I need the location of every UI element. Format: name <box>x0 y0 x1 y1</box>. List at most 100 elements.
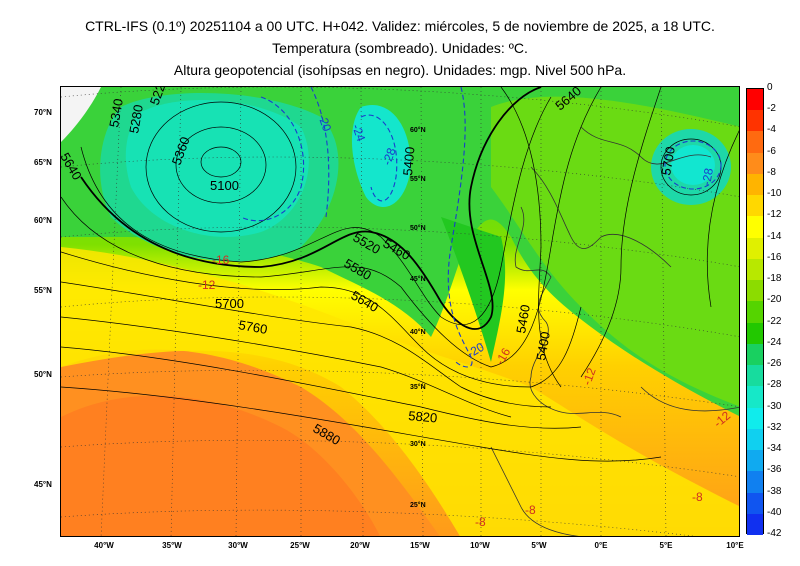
contour-label: 5640 <box>349 288 382 315</box>
contour-label: 5220 <box>147 86 171 107</box>
isohypse-5520-bold <box>80 87 542 330</box>
lat-label: 45°N <box>34 480 52 489</box>
colorbar-tick-label: -32 <box>767 421 782 433</box>
colorbar-band <box>747 471 763 494</box>
cold-core <box>125 100 309 237</box>
colorbar-tick-label: -42 <box>767 528 782 539</box>
isotherm-label: -12 <box>711 408 734 430</box>
colorbar-tick-label: -6 <box>767 145 776 157</box>
contour-label: 5360 <box>169 135 193 167</box>
inner-lat-label: 30°N <box>410 440 426 448</box>
colorbar-band <box>747 237 763 260</box>
lon-label: 30°W <box>228 541 248 550</box>
map-panel <box>60 86 740 537</box>
isotherm-label: -16 <box>492 345 513 367</box>
isotherm-label: -8 <box>475 515 486 529</box>
colorbar-band <box>747 450 763 472</box>
title-line-1: CTRL-IFS (0.1º) 20251104 a 00 UTC. H+042… <box>85 18 715 34</box>
colorbar-band <box>747 131 763 154</box>
contour-label: 5460 <box>381 236 414 263</box>
colorbar-band <box>747 428 763 451</box>
contour-label: 5520 <box>351 230 384 257</box>
isotherm-label: -20 <box>465 340 487 361</box>
title-line-3: Altura geopotencial (isohípsas en negro)… <box>173 62 627 78</box>
colorbar-band <box>747 492 763 515</box>
colorbar-band <box>747 89 763 111</box>
isotherm-label: -28 <box>699 167 716 187</box>
colorbar-band <box>747 152 763 175</box>
colorbar-tick-label: 0 <box>767 82 773 93</box>
contour-label: 5280 <box>126 103 146 134</box>
contour-label: 5700 <box>215 296 244 311</box>
colorbar-tick-label: -22 <box>767 315 782 327</box>
label-layer: 5100 5220 5280 5340 5360 5400 5460 5520 … <box>60 86 734 529</box>
contour-label: 5640 <box>60 150 85 183</box>
inner-lat-label: 60°N <box>410 126 426 134</box>
inner-lat-label: 40°N <box>410 328 426 336</box>
lon-label: 15°W <box>410 541 430 550</box>
graticule <box>61 87 739 536</box>
colorbar-tick-label: -12 <box>767 209 782 221</box>
colorbar-tick-label: -34 <box>767 443 782 455</box>
lon-label: 20°W <box>350 541 370 550</box>
isotherm-label: -20 <box>315 112 334 133</box>
colorbar-band <box>747 343 763 366</box>
isotherm-label: -16 <box>212 253 230 267</box>
colorbar-tick-label: -38 <box>767 485 782 497</box>
isotherm-label: -8 <box>525 503 536 517</box>
warm-core <box>61 395 380 536</box>
colorbar-tick-label: -20 <box>767 294 782 306</box>
isotherm-label: -8 <box>692 490 703 504</box>
colorbar-band <box>747 195 763 217</box>
isotherm-label: -12 <box>580 366 599 387</box>
lon-label: 5°W <box>531 541 547 550</box>
lon-label: 10°W <box>470 541 490 550</box>
lat-label: 50°N <box>34 370 52 379</box>
isohypses <box>61 87 739 462</box>
coastlines <box>490 126 739 536</box>
contour-label: 5460 <box>513 303 533 334</box>
temperature-isotherms <box>240 87 722 368</box>
colorbar <box>746 88 764 536</box>
contour-label: 5340 <box>106 97 126 128</box>
colorbar-tick-label: -28 <box>767 379 782 391</box>
inner-lat-label: 25°N <box>410 501 426 509</box>
inner-lat-label: 50°N <box>410 224 426 232</box>
inner-lat-label: 35°N <box>410 383 426 391</box>
trough-tongue <box>441 217 506 362</box>
lon-label: 10°E <box>726 541 744 550</box>
inner-lat-labels: 60°N 55°N 50°N 45°N 40°N 35°N 30°N 25°N <box>410 126 426 509</box>
contour-label: 5580 <box>342 256 375 283</box>
contour-label: 5820 <box>408 408 438 425</box>
lon-label: 40°W <box>94 541 114 550</box>
map-canvas <box>61 87 739 536</box>
contour-label: 5100 <box>210 178 239 193</box>
lat-label: 60°N <box>34 216 52 225</box>
colorbar-tick-label: -18 <box>767 273 782 285</box>
inner-lat-label: 45°N <box>410 275 426 283</box>
colorbar-band <box>747 280 763 302</box>
isotherm-label: -12 <box>198 278 216 292</box>
title-line-2: Temperatura (sombreado). Unidades: ºC. <box>272 40 528 56</box>
nodata-corner <box>61 87 101 142</box>
yellow-band <box>61 247 739 536</box>
contour-label: 5700 <box>658 145 678 176</box>
isotherm-label: -24 <box>349 122 368 143</box>
colorbar-tick-label: -36 <box>767 464 782 476</box>
colorbar-band <box>747 173 763 196</box>
contour-label: 5640 <box>552 86 584 113</box>
colorbar-band <box>747 407 763 430</box>
colorbar-band <box>747 258 763 281</box>
colorbar-tick-label: -10 <box>767 188 782 200</box>
lon-label: 0°E <box>594 541 608 550</box>
lat-label: 65°N <box>34 158 52 167</box>
colorbar-band <box>747 216 763 239</box>
colorbar-tick-label: -8 <box>767 166 776 178</box>
lon-label: 35°W <box>162 541 182 550</box>
colorbar-tick-label: -16 <box>767 251 782 263</box>
contour-label: 5880 <box>311 421 344 448</box>
lat-label: 70°N <box>34 108 52 117</box>
colorbar-band <box>747 365 763 387</box>
lon-label: 5°E <box>659 541 673 550</box>
colorbar-band <box>747 110 763 132</box>
